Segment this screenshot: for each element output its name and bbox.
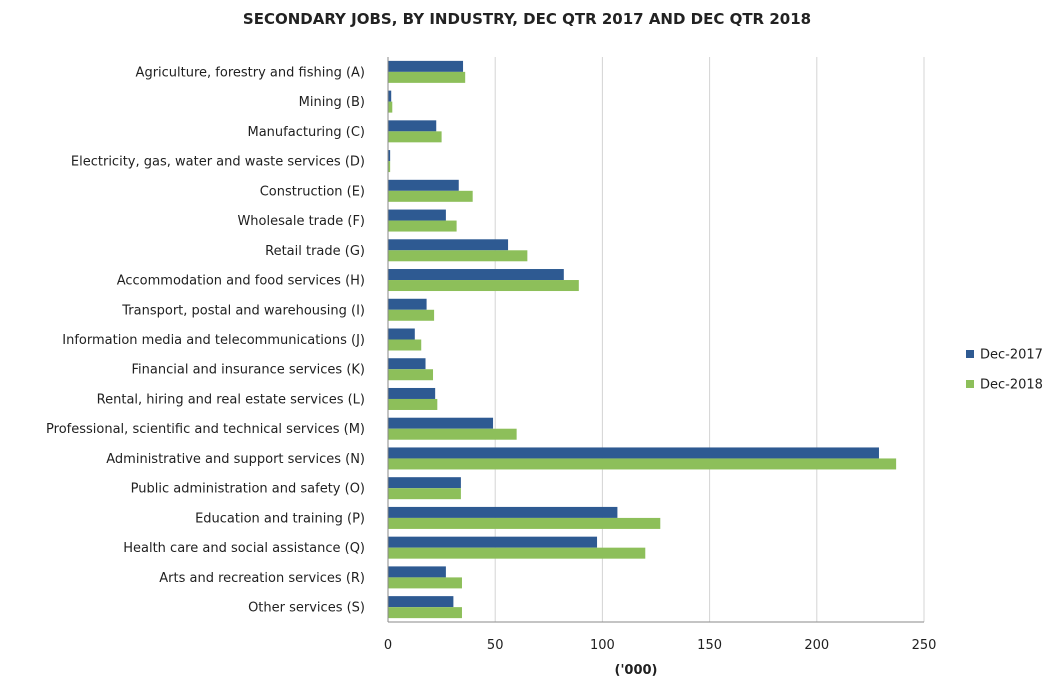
x-tick-label: 200 <box>804 638 829 653</box>
bar-dec-2018-11 <box>388 369 434 381</box>
bar-dec-2018-17 <box>388 547 646 559</box>
bar-dec-2018-12 <box>388 398 438 410</box>
category-label: Administrative and support services (N) <box>106 452 365 467</box>
bar-dec-2018-3 <box>388 131 442 143</box>
category-label: Wholesale trade (F) <box>237 214 365 229</box>
bar-dec-2018-5 <box>388 190 473 202</box>
bar-dec-2018-13 <box>388 428 517 440</box>
bar-dec-2017-17 <box>388 536 598 548</box>
legend-label-dec-2018: Dec-2018 <box>980 378 1043 393</box>
legend-swatch-dec-2017 <box>966 350 974 358</box>
bar-dec-2017-13 <box>388 417 494 429</box>
category-label: Rental, hiring and real estate services … <box>97 392 365 407</box>
category-label: Education and training (P) <box>195 511 365 526</box>
bar-dec-2017-1 <box>388 60 464 72</box>
axes <box>387 57 924 623</box>
bar-dec-2018-1 <box>388 71 466 83</box>
category-label: Other services (S) <box>248 601 365 616</box>
bar-dec-2018-6 <box>388 220 457 232</box>
bar-dec-2017-16 <box>388 506 618 518</box>
x-tick-label: 150 <box>697 638 722 653</box>
bar-dec-2018-10 <box>388 339 422 351</box>
bar-dec-2018-8 <box>388 280 579 292</box>
category-label: Retail trade (G) <box>265 244 365 259</box>
x-tick-labels: 0 50 100 150 200 250 <box>384 638 937 653</box>
legend-label-dec-2017: Dec-2017 <box>980 348 1043 363</box>
category-label: Construction (E) <box>260 184 365 199</box>
bar-dec-2017-9 <box>388 298 427 310</box>
bar-dec-2017-5 <box>388 179 459 191</box>
x-tick-label: 0 <box>384 638 392 653</box>
bar-dec-2017-15 <box>388 477 461 489</box>
bar-dec-2018-15 <box>388 488 461 500</box>
bar-dec-2018-9 <box>388 309 435 321</box>
category-label: Agriculture, forestry and fishing (A) <box>136 65 365 80</box>
bar-dec-2018-2 <box>388 101 393 113</box>
category-label: Health care and social assistance (Q) <box>123 541 365 556</box>
bar-dec-2017-4 <box>388 150 391 162</box>
category-label: Accommodation and food services (H) <box>117 274 365 289</box>
category-label: Information media and telecommunications… <box>62 333 365 348</box>
category-labels: Agriculture, forestry and fishing (A) Min… <box>46 65 365 615</box>
legend: Dec-2017 Dec-2018 <box>966 348 1043 393</box>
chart-title: SECONDARY JOBS, BY INDUSTRY, DEC QTR 201… <box>242 10 812 28</box>
bar-dec-2018-14 <box>388 458 897 470</box>
bar-dec-2017-12 <box>388 387 436 399</box>
category-label: Mining (B) <box>299 95 365 110</box>
category-label: Financial and insurance services (K) <box>132 363 365 378</box>
bar-dec-2017-11 <box>388 358 426 370</box>
x-tick-label: 100 <box>590 638 615 653</box>
x-tick-label: 50 <box>487 638 504 653</box>
category-label: Public administration and safety (O) <box>131 482 365 497</box>
bar-dec-2017-3 <box>388 120 437 132</box>
bar-dec-2017-7 <box>388 239 509 251</box>
bar-dec-2017-2 <box>388 90 392 102</box>
bar-dec-2017-14 <box>388 447 879 459</box>
bar-dec-2018-16 <box>388 517 661 529</box>
category-label: Transport, postal and warehousing (I) <box>121 303 365 318</box>
bar-dec-2017-10 <box>388 328 415 340</box>
x-tick-label: 250 <box>912 638 937 653</box>
category-label: Arts and recreation services (R) <box>159 571 365 586</box>
bars <box>388 60 897 619</box>
legend-swatch-dec-2018 <box>966 380 974 388</box>
bar-dec-2018-7 <box>388 250 528 262</box>
category-label: Professional, scientific and technical s… <box>46 422 365 437</box>
x-axis-title: ('000) <box>615 663 658 678</box>
bar-dec-2018-4 <box>388 161 391 173</box>
bar-dec-2017-18 <box>388 566 446 578</box>
bar-dec-2018-18 <box>388 577 462 589</box>
bar-dec-2018-19 <box>388 607 462 619</box>
bar-dec-2017-19 <box>388 596 454 608</box>
bar-dec-2017-8 <box>388 269 564 281</box>
category-label: Electricity, gas, water and waste servic… <box>71 155 365 170</box>
category-label: Manufacturing (C) <box>248 125 366 140</box>
bar-dec-2017-6 <box>388 209 446 221</box>
